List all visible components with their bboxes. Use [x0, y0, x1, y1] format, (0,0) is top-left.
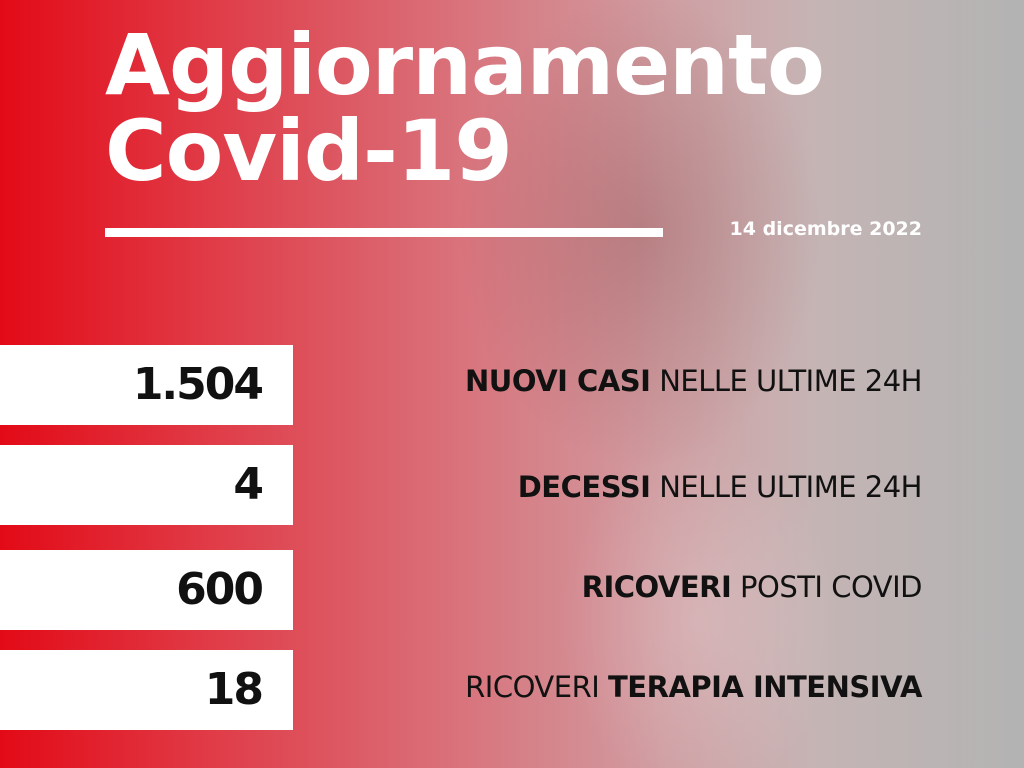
date: 14 dicembre 2022 — [729, 218, 922, 240]
stat-value: 1.504 — [132, 359, 264, 410]
stat-label-hospitalized: RICOVERI POSTI COVID — [581, 570, 923, 604]
title-line-1: Aggiornamento — [105, 16, 825, 114]
label-regular: POSTI COVID — [740, 570, 923, 604]
label-bold: RICOVERI — [581, 570, 732, 604]
stat-label-deaths: DECESSI NELLE ULTIME 24H — [517, 470, 923, 504]
stat-value: 600 — [176, 564, 264, 615]
label-bold: DECESSI — [517, 470, 651, 504]
label-regular: NELLE ULTIME 24H — [659, 470, 922, 504]
stat-label-intensive-care: RICOVERI TERAPIA INTENSIVA — [465, 670, 922, 704]
stat-value: 4 — [233, 459, 264, 510]
stat-box-intensive-care: 18 — [0, 650, 293, 730]
label-bold: NUOVI CASI — [465, 364, 651, 398]
title-divider — [105, 228, 663, 237]
label-regular: NELLE ULTIME 24H — [659, 364, 922, 398]
stat-box-hospitalized: 600 — [0, 550, 293, 630]
page-title: Aggiornamento Covid-19 — [105, 16, 825, 200]
title-line-2: Covid-19 — [105, 102, 513, 200]
label-bold: TERAPIA INTENSIVA — [608, 670, 922, 704]
stat-box-new-cases: 1.504 — [0, 345, 293, 425]
stat-box-deaths: 4 — [0, 445, 293, 525]
stat-label-new-cases: NUOVI CASI NELLE ULTIME 24H — [465, 364, 922, 398]
label-regular: RICOVERI — [465, 670, 600, 704]
stat-value: 18 — [204, 664, 264, 715]
